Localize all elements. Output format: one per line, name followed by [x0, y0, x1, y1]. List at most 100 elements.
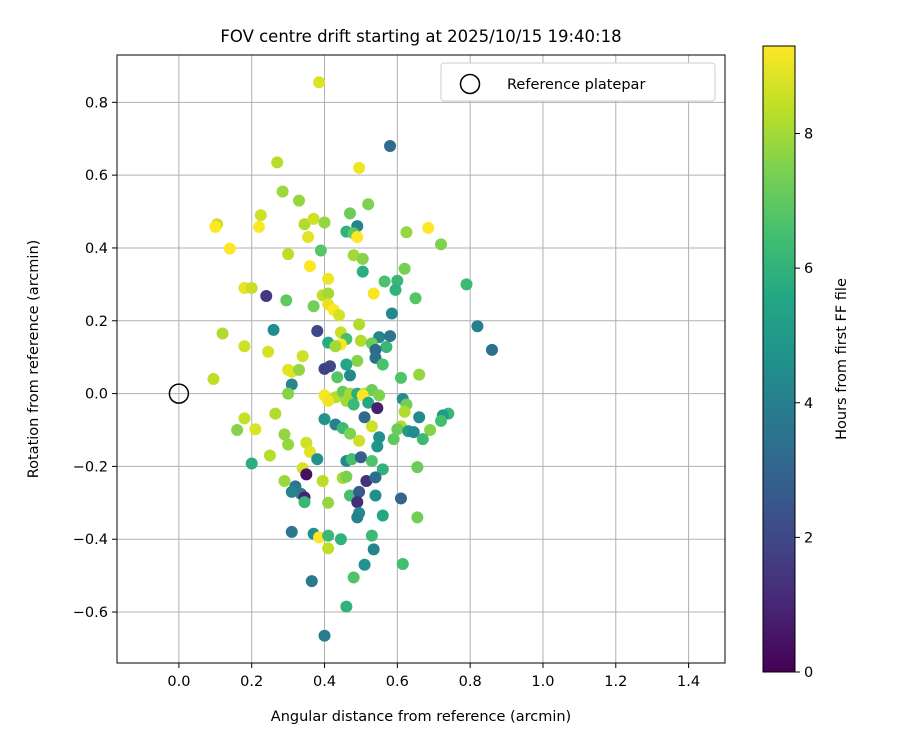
data-point [358, 411, 371, 424]
data-point [322, 542, 335, 555]
data-point [307, 300, 320, 313]
data-point [340, 358, 353, 371]
data-point [435, 414, 448, 427]
data-point [298, 496, 311, 509]
data-point [314, 244, 327, 257]
y-tick-label: 0.4 [85, 241, 108, 257]
data-point [362, 396, 375, 409]
data-point [424, 423, 437, 436]
data-point [282, 248, 295, 261]
colorbar-tick-label: 4 [804, 396, 813, 412]
y-axis-ticks: −0.6 −0.4 −0.2 0.0 0.2 0.4 0.6 0.8 [73, 95, 117, 621]
data-point [378, 275, 391, 288]
data-point [307, 212, 320, 225]
data-point [365, 454, 378, 467]
data-point [260, 290, 273, 303]
colorbar-gradient [762, 45, 796, 673]
data-point [371, 440, 384, 453]
data-point [311, 324, 324, 337]
data-point [369, 489, 382, 502]
data-point [353, 434, 366, 447]
data-point [298, 218, 311, 231]
legend-box [440, 62, 716, 102]
data-point [351, 511, 364, 524]
x-tick-label: 1.2 [604, 674, 627, 690]
data-point [347, 398, 360, 411]
x-tick-label: 0.6 [386, 674, 409, 690]
data-point [318, 362, 331, 375]
y-tick-label: 0.2 [85, 314, 108, 330]
data-point [318, 629, 331, 642]
data-point [407, 426, 420, 439]
data-point [278, 428, 291, 441]
data-point [376, 509, 389, 522]
data-point [280, 294, 293, 307]
data-point [344, 369, 357, 382]
data-point [358, 558, 371, 571]
legend: Reference platepar [440, 62, 716, 102]
data-point [371, 402, 384, 415]
data-point [285, 378, 298, 391]
data-point [394, 371, 407, 384]
data-point [316, 474, 329, 487]
data-point [367, 543, 380, 556]
data-point [351, 231, 364, 244]
y-axis-label: Rotation from reference (arcmin) [26, 240, 42, 479]
data-point [369, 471, 382, 484]
data-point [362, 198, 375, 211]
data-point [209, 220, 222, 233]
legend-marker [459, 73, 481, 95]
colorbar-ticks: 0 2 4 6 8 [795, 127, 813, 681]
data-point [282, 363, 295, 376]
data-point [300, 436, 313, 449]
data-point [394, 492, 407, 505]
data-point [252, 220, 265, 233]
y-tick-label: −0.2 [73, 459, 108, 475]
x-tick-label: 0.2 [240, 674, 263, 690]
data-point [398, 262, 411, 275]
y-tick-label: 0.8 [85, 95, 108, 111]
data-point [365, 529, 378, 542]
data-point [360, 474, 373, 487]
data-point [365, 420, 378, 433]
colorbar-tick-label: 2 [804, 530, 813, 546]
data-point [347, 571, 360, 584]
data-point [416, 433, 429, 446]
data-point [254, 209, 267, 222]
data-point [471, 320, 484, 333]
data-point [269, 407, 282, 420]
data-point [333, 309, 346, 322]
data-point [245, 457, 258, 470]
data-point [400, 226, 413, 239]
data-point [354, 334, 367, 347]
x-tick-label: 0.0 [167, 674, 190, 690]
data-point [340, 600, 353, 613]
data-point [322, 529, 335, 542]
data-points [207, 76, 498, 642]
data-point [347, 249, 360, 262]
data-point [300, 468, 313, 481]
data-point [367, 287, 380, 300]
reference-marker [168, 383, 190, 404]
data-point [305, 575, 318, 588]
data-point [389, 283, 402, 296]
data-point [391, 423, 404, 436]
data-point [396, 557, 409, 570]
data-point [282, 387, 295, 400]
y-tick-label: 0.0 [85, 387, 108, 403]
data-point [485, 343, 498, 356]
data-point [340, 470, 353, 483]
data-point [344, 427, 357, 440]
data-point [311, 453, 324, 466]
data-point [318, 413, 331, 426]
colorbar-label: Hours from first FF file [834, 278, 850, 440]
data-point [344, 207, 357, 220]
data-point [353, 485, 366, 498]
x-tick-label: 1.0 [531, 674, 554, 690]
data-point [267, 323, 280, 336]
data-point [216, 327, 229, 340]
data-point [398, 405, 411, 418]
legend-label: Reference platepar [507, 77, 645, 93]
data-point [387, 433, 400, 446]
